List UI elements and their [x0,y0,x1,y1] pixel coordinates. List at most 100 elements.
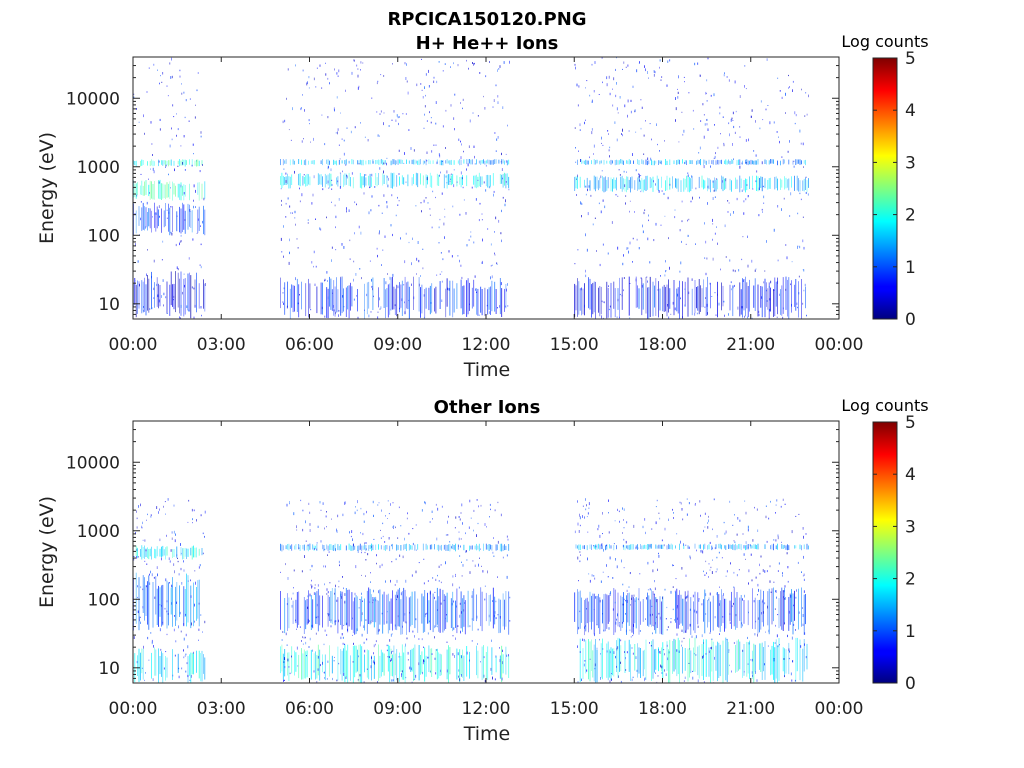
spectrogram-cell [712,218,713,222]
spectrogram-cell [354,645,356,678]
spectrogram-cell [411,648,413,672]
spectrogram-cell [383,162,385,165]
spectrogram-cell [387,656,389,658]
spectrogram-cell [458,545,459,547]
spectrogram-cell [581,215,582,218]
spectrogram-cell [675,97,676,100]
spectrogram-cell [623,160,624,165]
spectrogram-cell [301,140,303,143]
spectrogram-cell [399,652,400,682]
spectrogram-cell [340,276,342,279]
spectrogram-cell [738,544,739,549]
spectrogram-cell [676,617,678,620]
spectrogram-cell [579,610,581,613]
spectrogram-cell [416,83,418,87]
spectrogram-cell [617,195,619,197]
spectrogram-cell [771,159,773,164]
spectrogram-cell [455,575,456,577]
spectrogram-cell [393,159,395,165]
spectrogram-cell [442,589,444,633]
spectrogram-cell [509,620,511,622]
spectrogram-cell [391,651,392,654]
spectrogram-cell [485,164,487,167]
spectrogram-cell [746,159,748,165]
spectrogram-cell [370,620,372,624]
spectrogram-cell [467,590,469,628]
spectrogram-cell [148,659,150,661]
spectrogram-cell [280,646,281,674]
spectrogram-cell [612,608,614,611]
spectrogram-cell [437,625,438,628]
spectrogram-cell [490,667,492,671]
spectrogram-cell [183,569,185,572]
spectrogram-cell [453,184,455,188]
spectrogram-cell [766,540,768,543]
spectrogram-cell [596,176,598,189]
spectrogram-cell [386,175,388,185]
spectrogram-cell [768,588,770,635]
spectrogram-cell [153,63,155,66]
spectrogram-cell [630,604,631,606]
spectrogram-cell [321,114,323,116]
spectrogram-cell [617,508,618,511]
spectrogram-cell [475,198,477,201]
spectrogram-cell [364,542,365,545]
spectrogram-cell [787,634,788,638]
spectrogram-cell [184,169,186,171]
spectrogram-cell [176,211,178,232]
spectrogram-cell [306,545,308,551]
spectrogram-cell [426,120,428,122]
spectrogram-cell [177,160,179,165]
spectrogram-cell [156,206,158,229]
spectrogram-cell [633,524,635,528]
spectrogram-cell [309,543,311,550]
spectrogram-cell [599,534,601,538]
spectrogram-cell [308,160,309,165]
x-tick-label: 03:00 [197,335,246,355]
spectrogram-cell [606,544,608,550]
spectrogram-cell [627,545,629,550]
spectrogram-cell [331,179,333,181]
spectrogram-cell [634,180,636,190]
spectrogram-cell [784,176,785,190]
spectrogram-cell [599,263,601,267]
spectrogram-cell [732,285,734,317]
spectrogram-cell [438,242,440,244]
spectrogram-cell [623,170,625,173]
spectrogram-cell [361,277,362,280]
spectrogram-cell [455,600,456,628]
spectrogram-cell [645,120,646,122]
spectrogram-cell [649,613,651,617]
spectrogram-cell [360,507,362,510]
spectrogram-cell [436,648,438,680]
spectrogram-cell [633,544,634,550]
spectrogram-cell [335,215,337,219]
spectrogram-cell [169,181,171,199]
spectrogram-cell [315,592,316,624]
spectrogram-cell [417,173,419,188]
spectrogram-cell [682,281,683,319]
spectrogram-cell [457,160,459,164]
spectrogram-cell [147,581,148,625]
spectrogram-cell [311,564,313,568]
spectrogram-cell [182,548,183,560]
spectrogram-cell [491,639,492,642]
spectrogram-cell [605,593,606,632]
spectrogram-cell [661,176,662,188]
spectrogram-cell [586,669,588,672]
spectrogram-cell [658,647,659,672]
spectrogram-cell [406,596,407,635]
spectrogram-cell [605,544,607,547]
spectrogram-cell [775,624,776,627]
spectrogram-cell [286,305,288,309]
spectrogram-cell [438,226,440,229]
spectrogram-cell [476,645,477,676]
spectrogram-cell [341,276,343,314]
spectrogram-cell [483,95,484,98]
spectrogram-cell [751,579,753,582]
spectrogram-cell [173,295,175,298]
spectrogram-cell [591,131,593,135]
spectrogram-cell [578,544,580,551]
spectrogram-cell [654,587,656,591]
spectrogram-cell [595,545,597,548]
